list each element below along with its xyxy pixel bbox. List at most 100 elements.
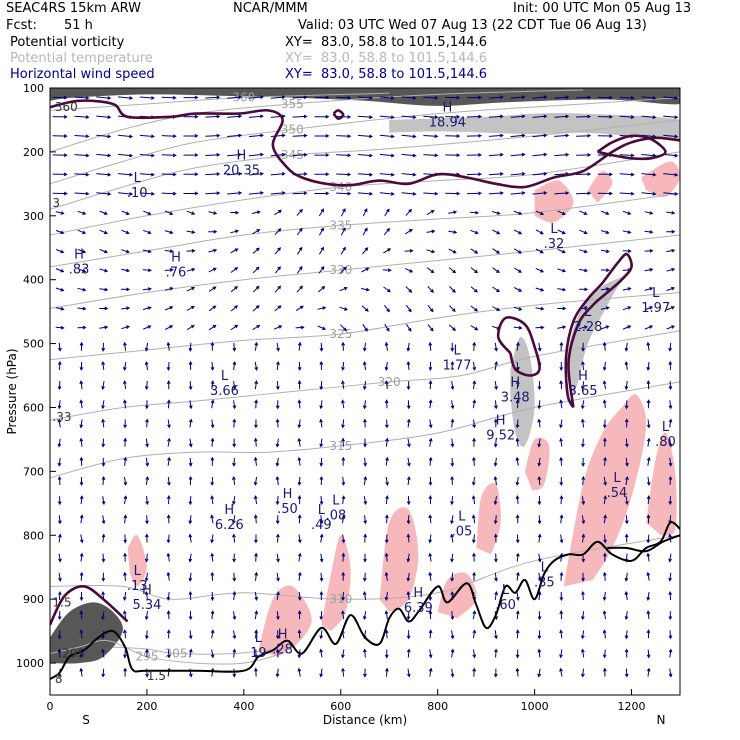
- wind-vector: [493, 668, 498, 678]
- wind-vector: [406, 611, 411, 621]
- wind-vector: [646, 456, 651, 466]
- wind-vector: [99, 325, 109, 330]
- wind-vector: [450, 400, 455, 410]
- wind-vector: [357, 134, 374, 139]
- wind-vector: [428, 667, 433, 677]
- wind-vector: [361, 267, 370, 273]
- wind-vector: [270, 95, 286, 100]
- wind-vector: [406, 590, 411, 600]
- wind-vector: [537, 381, 542, 391]
- wind-vector: [537, 533, 542, 543]
- wind-vector: [450, 553, 454, 563]
- wind-vector: [668, 630, 673, 640]
- wind-vector: [57, 590, 62, 600]
- wind-vector: [428, 552, 432, 562]
- wind-vector: [646, 341, 651, 351]
- pink-shade-region: [321, 535, 351, 632]
- y-tick-label: 300: [23, 210, 44, 223]
- extremum-letter: L: [255, 631, 263, 646]
- wind-vector: [210, 456, 215, 466]
- wind-vector: [448, 324, 456, 332]
- wind-vector: [121, 249, 130, 254]
- wind-vector: [624, 418, 629, 428]
- extremum-value: .83: [69, 263, 90, 278]
- theta-contour: [50, 381, 680, 479]
- wind-vector: [406, 360, 411, 370]
- org-title: NCAR/MMM: [233, 1, 308, 16]
- wind-vector: [101, 360, 105, 370]
- wind-vector: [254, 667, 258, 677]
- wind-vector: [227, 114, 243, 119]
- extremum-letter: H: [413, 586, 423, 601]
- wind-vector: [624, 381, 629, 391]
- wind-vector: [186, 305, 195, 311]
- wind-vector: [341, 667, 345, 677]
- wind-vector: [472, 552, 476, 562]
- wind-vector: [341, 399, 345, 409]
- wind-vector: [466, 172, 483, 177]
- wind-vector: [494, 590, 498, 600]
- wind-vector: [581, 668, 585, 678]
- wind-vector: [362, 648, 367, 658]
- wind-vector: [57, 360, 62, 370]
- wind-vector: [208, 248, 218, 253]
- extremum-value: .35: [534, 576, 555, 591]
- wind-vector: [361, 305, 369, 312]
- wind-vector: [166, 495, 171, 505]
- extremum-letter: H: [237, 148, 247, 163]
- wind-vector: [139, 134, 155, 139]
- extremum-value: .80: [655, 435, 676, 450]
- wind-vector: [532, 152, 548, 157]
- theta-contour: [50, 89, 584, 153]
- wind-vector: [166, 514, 171, 524]
- wind-vector: [448, 267, 457, 274]
- wind-vector: [513, 210, 523, 215]
- wind-vector: [123, 437, 128, 447]
- wind-vector: [426, 229, 436, 234]
- wind-vector: [668, 590, 673, 601]
- wind-vector: [449, 305, 456, 313]
- y-tick-label: 1000: [16, 657, 44, 670]
- wind-vector: [532, 171, 548, 176]
- wind-vector: [450, 572, 455, 582]
- wind-vector: [79, 437, 84, 447]
- wind-vector: [406, 648, 411, 658]
- extremum-value: .28: [272, 643, 293, 658]
- theta-contour: [50, 119, 680, 210]
- wind-vector: [143, 210, 152, 215]
- wind-vector: [401, 153, 417, 158]
- wind-vector: [559, 341, 564, 351]
- x-tick-label: 0: [47, 700, 54, 713]
- wind-vector: [602, 649, 607, 659]
- extremum-value: 2.28: [573, 320, 602, 335]
- wind-vector: [123, 552, 127, 562]
- wind-vector: [319, 668, 323, 678]
- wind-vector: [208, 211, 218, 215]
- wind-vector: [515, 437, 520, 447]
- wind-vector: [118, 172, 134, 177]
- wind-vector: [493, 496, 498, 506]
- wind-vector: [123, 476, 128, 486]
- wind-vector: [143, 325, 152, 330]
- wind-vector: [96, 153, 112, 158]
- wind-vector: [232, 418, 237, 428]
- wind-vector: [581, 496, 586, 506]
- theta-contour: [112, 646, 293, 655]
- wind-vector: [58, 553, 62, 563]
- extremum-value: .05: [452, 524, 473, 539]
- wind-vector: [275, 533, 280, 543]
- wind-vector: [296, 265, 303, 274]
- wind-vector: [535, 325, 545, 330]
- wind-vector: [515, 552, 520, 562]
- wind-vector: [144, 590, 149, 600]
- wind-vector: [428, 534, 432, 544]
- wind-vector: [55, 229, 65, 235]
- wind-vector: [384, 380, 389, 390]
- wind-vector: [139, 172, 155, 177]
- wind-vector: [298, 552, 302, 562]
- wind-vector: [515, 380, 520, 390]
- wind-vector: [101, 381, 105, 391]
- wind-vector: [532, 191, 548, 195]
- wind-vector: [77, 268, 87, 273]
- extremum-letter: L: [613, 471, 621, 486]
